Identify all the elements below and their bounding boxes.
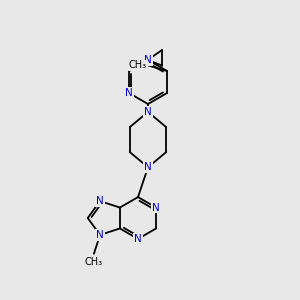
Text: N: N [152,202,160,212]
Text: N: N [144,162,152,172]
Text: CH₃: CH₃ [128,61,146,70]
Text: CH₃: CH₃ [85,257,103,267]
Text: N: N [125,88,133,98]
Text: N: N [96,230,104,240]
Text: N: N [144,55,152,65]
Text: N: N [134,234,142,244]
Text: N: N [96,196,104,206]
Text: N: N [144,107,152,117]
